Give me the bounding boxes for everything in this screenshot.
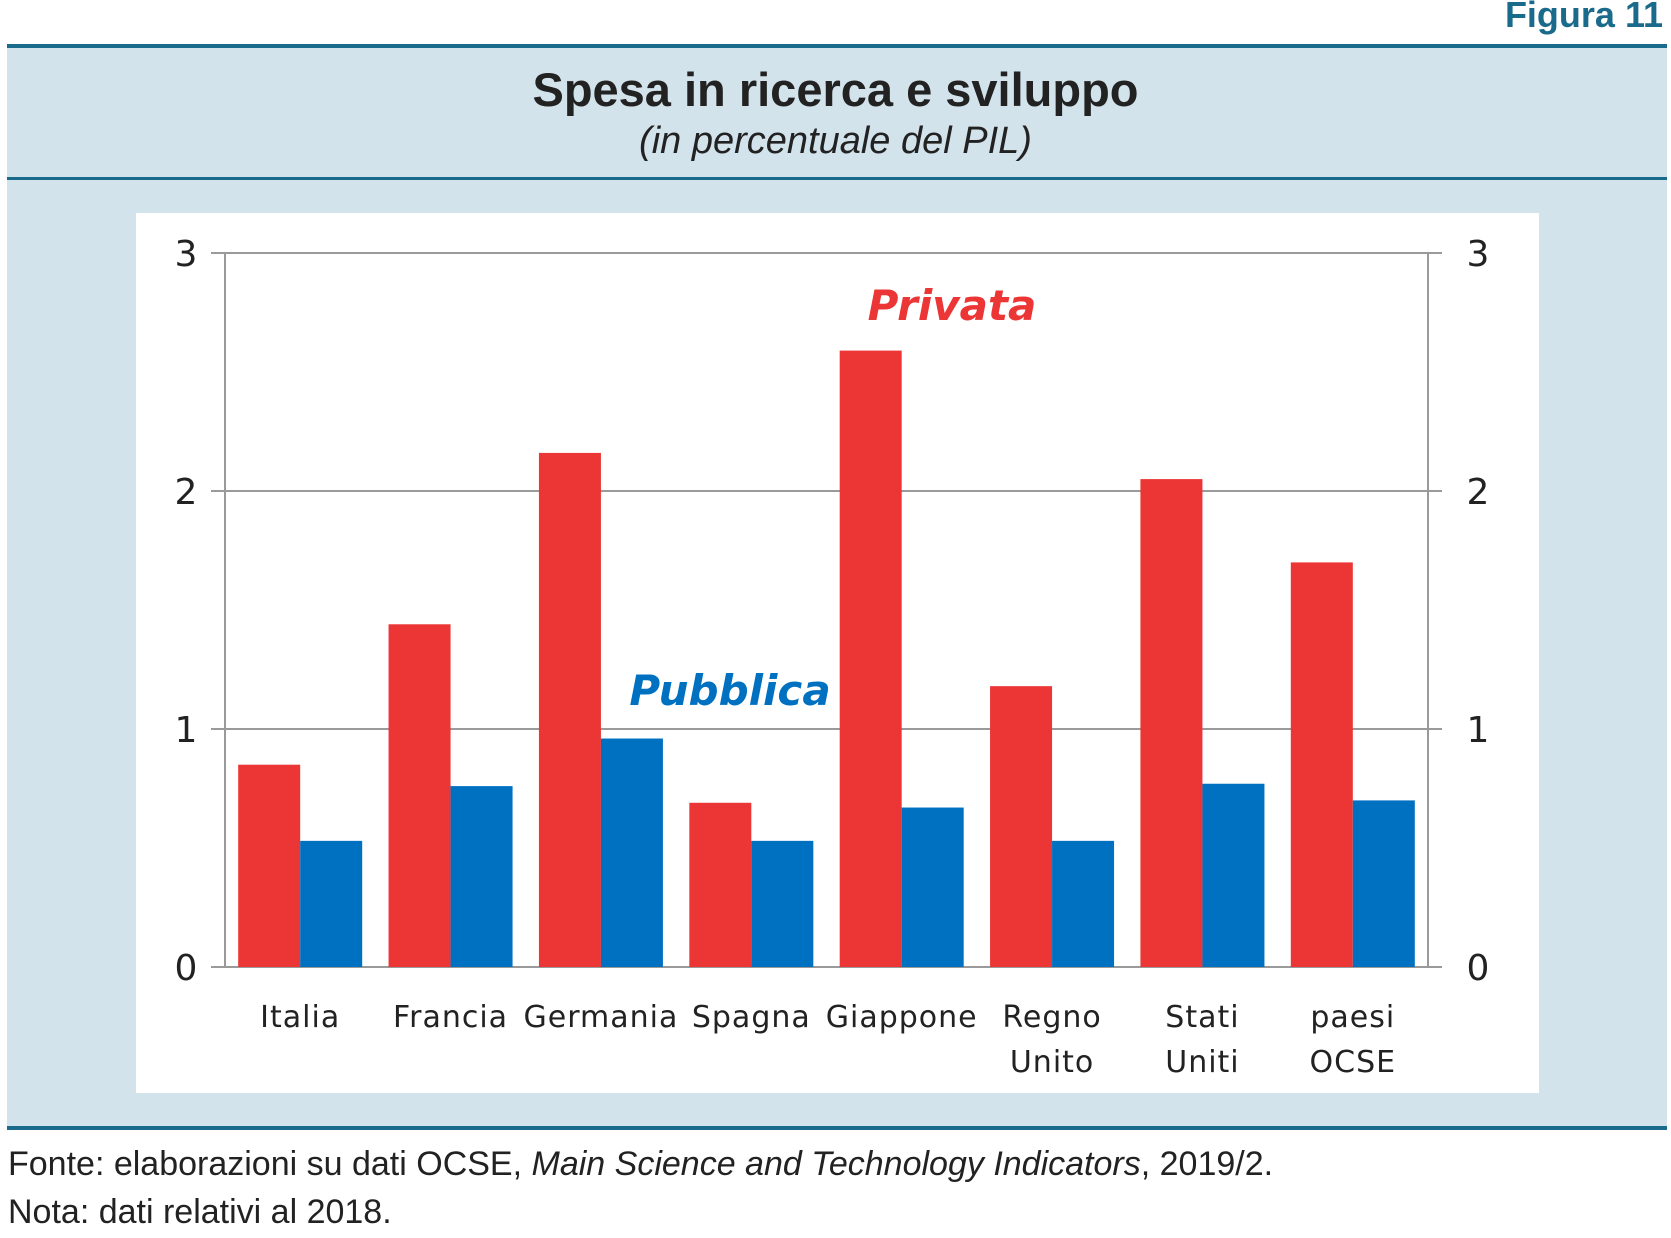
bar-pubblica [1052, 840, 1115, 967]
bar-pubblica [751, 840, 814, 967]
y-tick-label-left: 2 [175, 472, 198, 513]
figure-label: Figura 11 [1504, 0, 1663, 35]
x-tick-label: Italia [260, 1000, 340, 1035]
source-prefix: Fonte: elaborazioni su dati OCSE, [8, 1145, 532, 1183]
source-note: Fonte: elaborazioni su dati OCSE, Main S… [8, 1145, 1273, 1184]
bar-privata [1140, 479, 1203, 967]
data-note: Nota: dati relativi al 2018. [8, 1193, 392, 1231]
x-tick-label: paesi [1310, 1000, 1395, 1035]
x-tick-label: Uniti [1165, 1045, 1239, 1080]
y-tick-label-right: 3 [1467, 234, 1490, 275]
y-tick-label-left: 3 [175, 234, 198, 275]
bar-privata [1290, 562, 1353, 967]
x-tick-label: Regno [1002, 1000, 1101, 1035]
x-tick-label: Germania [524, 1000, 679, 1035]
bar-privata [689, 802, 752, 967]
x-tick-label: Unito [1010, 1045, 1094, 1080]
header-divider [7, 177, 1667, 180]
chart-title: Spesa in ricerca e sviluppo [532, 63, 1139, 116]
bar-privata [538, 452, 601, 967]
bar-privata [839, 350, 902, 968]
series-label-privata: Privata [868, 281, 1037, 330]
y-tick-label-right: 0 [1467, 948, 1490, 989]
bar-pubblica [300, 840, 363, 967]
x-tick-label: Giappone [826, 1000, 978, 1035]
y-tick-label-left: 1 [175, 710, 198, 751]
bar-pubblica [1352, 800, 1415, 967]
series-label-pubblica: Pubblica [629, 666, 830, 715]
source-title: Main Science and Technology Indicators [531, 1145, 1141, 1183]
y-tick-label-left: 0 [175, 948, 198, 989]
bar-privata [388, 624, 451, 967]
source-suffix: , 2019/2. [1140, 1145, 1274, 1183]
bar-pubblica [600, 738, 663, 967]
x-tick-label: Francia [393, 1000, 508, 1035]
chart-subtitle: (in percentuale del PIL) [639, 120, 1032, 162]
bar-privata [990, 686, 1053, 967]
y-tick-label-right: 1 [1467, 710, 1490, 751]
x-tick-label: OCSE [1310, 1045, 1397, 1080]
y-tick-label-right: 2 [1467, 472, 1490, 513]
bar-privata [238, 764, 301, 967]
bar-pubblica [450, 786, 513, 967]
x-tick-label: Spagna [692, 1000, 811, 1035]
bar-pubblica [901, 807, 964, 967]
bar-pubblica [1202, 783, 1265, 967]
x-tick-label: Stati [1165, 1000, 1239, 1035]
